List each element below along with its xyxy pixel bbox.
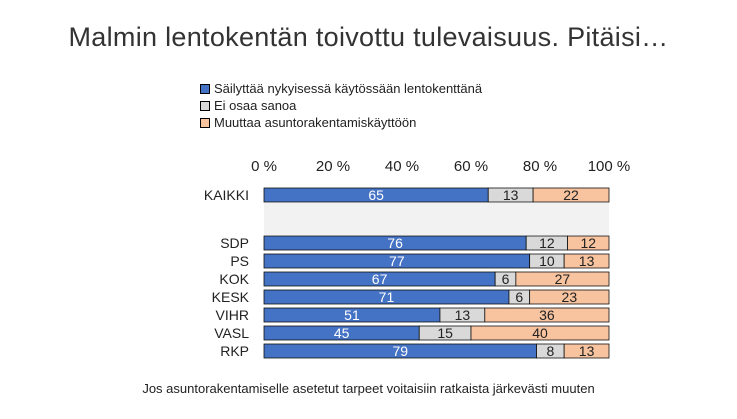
data-label: 13 [503,187,519,203]
bar-segment [484,307,610,323]
legend-entry-housing: Muuttaa asuntorakentamiskäyttöön [200,114,482,131]
category-label-kesk: KESK [212,289,250,305]
legend-label-housing: Muuttaa asuntorakentamiskäyttöön [214,115,417,130]
legend-swatch-keep-airport [200,83,210,94]
separator-band [264,203,609,235]
x-tick-label: 20 % [316,158,350,175]
category-label-kok: KOK [219,271,249,287]
data-label: 12 [581,235,597,251]
x-tick-label: 100 % [588,158,631,175]
data-label: 36 [539,307,555,323]
data-label: 77 [389,253,405,269]
chart-title: Malmin lentokentän toivottu tulevaisuus.… [68,22,669,52]
bar-segment [529,289,610,305]
data-label: 13 [579,343,595,359]
category-label-vihr: VIHR [216,307,249,323]
bar-segment [470,325,610,341]
data-label: 79 [392,343,408,359]
data-label: 76 [387,235,403,251]
category-label-rkp: RKP [220,343,249,359]
data-label: 40 [532,325,548,341]
bar-segment [563,253,610,269]
x-tick-label: 40 % [385,158,419,175]
legend-swatch-housing [200,117,210,128]
x-tick-label: 80 % [523,158,557,175]
data-label: 13 [579,253,595,269]
x-tick-label: 60 % [454,158,488,175]
data-label: 6 [502,271,510,287]
data-label: 27 [555,271,571,287]
data-label: 10 [539,253,555,269]
bar-segment [532,187,610,203]
legend-entry-dont-know: Ei osaa sanoa [200,97,482,114]
legend-swatch-dont-know [200,100,210,111]
data-label: 71 [379,289,395,305]
data-label: 67 [372,271,388,287]
data-label: 6 [515,289,523,305]
category-label-sdp: SDP [220,235,249,251]
data-label: 12 [539,235,555,251]
category-label-kaikki: KAIKKI [204,187,249,203]
legend: Säilyttää nykyisessä käytössään lentoken… [200,80,482,131]
category-label-ps: PS [230,253,249,269]
legend-label-dont-know: Ei osaa sanoa [214,98,297,113]
data-label: 13 [455,307,471,323]
chart-footnote: Jos asuntorakentamiselle asetetut tarpee… [142,381,595,396]
data-label: 51 [344,307,360,323]
data-label: 65 [368,187,384,203]
data-label: 15 [437,325,453,341]
data-label: 8 [546,343,554,359]
category-label-vasl: VASL [214,325,249,341]
legend-entry-keep-airport: Säilyttää nykyisessä käytössään lentoken… [200,80,482,97]
data-label: 23 [562,289,578,305]
bar-segment [515,271,610,287]
data-label: 22 [563,187,579,203]
data-label: 45 [334,325,350,341]
bar-segment [563,343,610,359]
legend-label-keep-airport: Säilyttää nykyisessä käytössään lentoken… [214,81,483,96]
x-tick-label: 0 % [251,158,277,175]
bar-segment [567,235,610,251]
